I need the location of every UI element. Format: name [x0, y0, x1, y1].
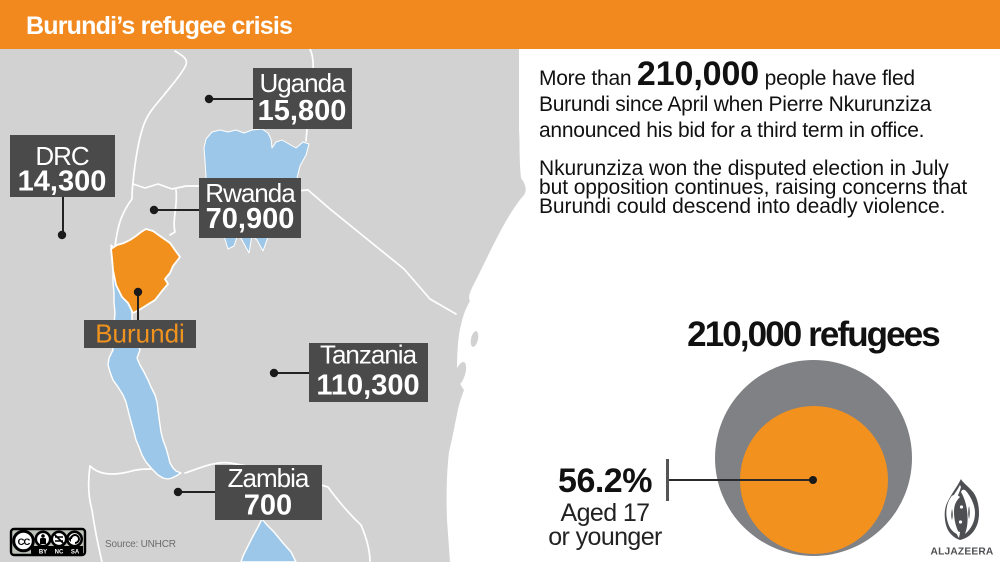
svg-text:700: 700 — [244, 490, 292, 522]
svg-text:BY: BY — [39, 550, 47, 556]
svg-text:15,800: 15,800 — [258, 95, 347, 127]
svg-text:Burundi: Burundi — [95, 319, 185, 349]
svg-text:Uganda: Uganda — [259, 68, 346, 98]
svg-text:14,300: 14,300 — [18, 166, 107, 198]
svg-text:Tanzania: Tanzania — [320, 340, 418, 370]
svg-text:NC: NC — [55, 550, 64, 556]
svg-text:DRC: DRC — [35, 141, 89, 171]
svg-text:SA: SA — [71, 550, 80, 556]
svg-text:CC: CC — [18, 537, 31, 548]
svg-text:70,900: 70,900 — [206, 203, 295, 235]
svg-text:Source: UNHCR: Source: UNHCR — [105, 539, 176, 550]
svg-text:110,300: 110,300 — [316, 370, 419, 402]
svg-text:ALJAZEERA: ALJAZEERA — [931, 547, 994, 558]
svg-text:Zambia: Zambia — [228, 463, 310, 493]
svg-text:Rwanda: Rwanda — [205, 178, 296, 208]
